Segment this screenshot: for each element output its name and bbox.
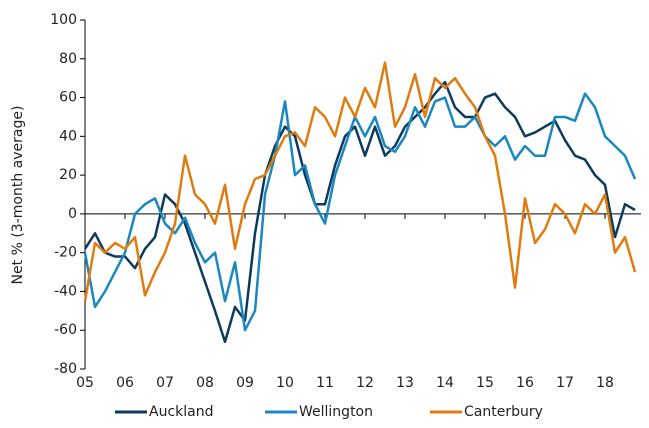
x-tick-label: 08: [196, 375, 214, 391]
x-tick-label: 18: [596, 375, 614, 391]
y-tick-label: 0: [68, 206, 77, 222]
y-axis-label: Net % (3-month average): [10, 106, 26, 285]
legend-label: Auckland: [149, 404, 213, 420]
y-tick-label: -60: [54, 322, 77, 338]
y-tick-label: 40: [59, 128, 77, 144]
x-tick-label: 17: [556, 375, 574, 391]
y-tick-label: -20: [54, 245, 77, 261]
x-tick-label: 11: [316, 375, 334, 391]
x-tick-label: 16: [516, 375, 534, 391]
legend-label: Wellington: [299, 404, 373, 420]
y-tick-label: 20: [59, 167, 77, 183]
y-tick-label: 60: [59, 90, 77, 106]
x-tick-label: 09: [236, 375, 254, 391]
x-tick-label: 10: [276, 375, 294, 391]
x-tick-label: 13: [396, 375, 414, 391]
y-tick-label: -80: [54, 361, 77, 377]
legend-label: Canterbury: [464, 404, 543, 420]
x-tick-label: 07: [156, 375, 174, 391]
line-series: [83, 92, 637, 332]
x-tick-label: 12: [356, 375, 374, 391]
line-series: [83, 61, 637, 302]
y-tick-label: 80: [59, 51, 77, 67]
x-tick-label: 14: [436, 375, 454, 391]
x-tick-label: 06: [116, 375, 134, 391]
y-tick-label: -40: [54, 283, 77, 299]
x-tick-label: 05: [76, 375, 94, 391]
x-tick-label: 15: [476, 375, 494, 391]
y-tick-label: 100: [50, 12, 77, 28]
